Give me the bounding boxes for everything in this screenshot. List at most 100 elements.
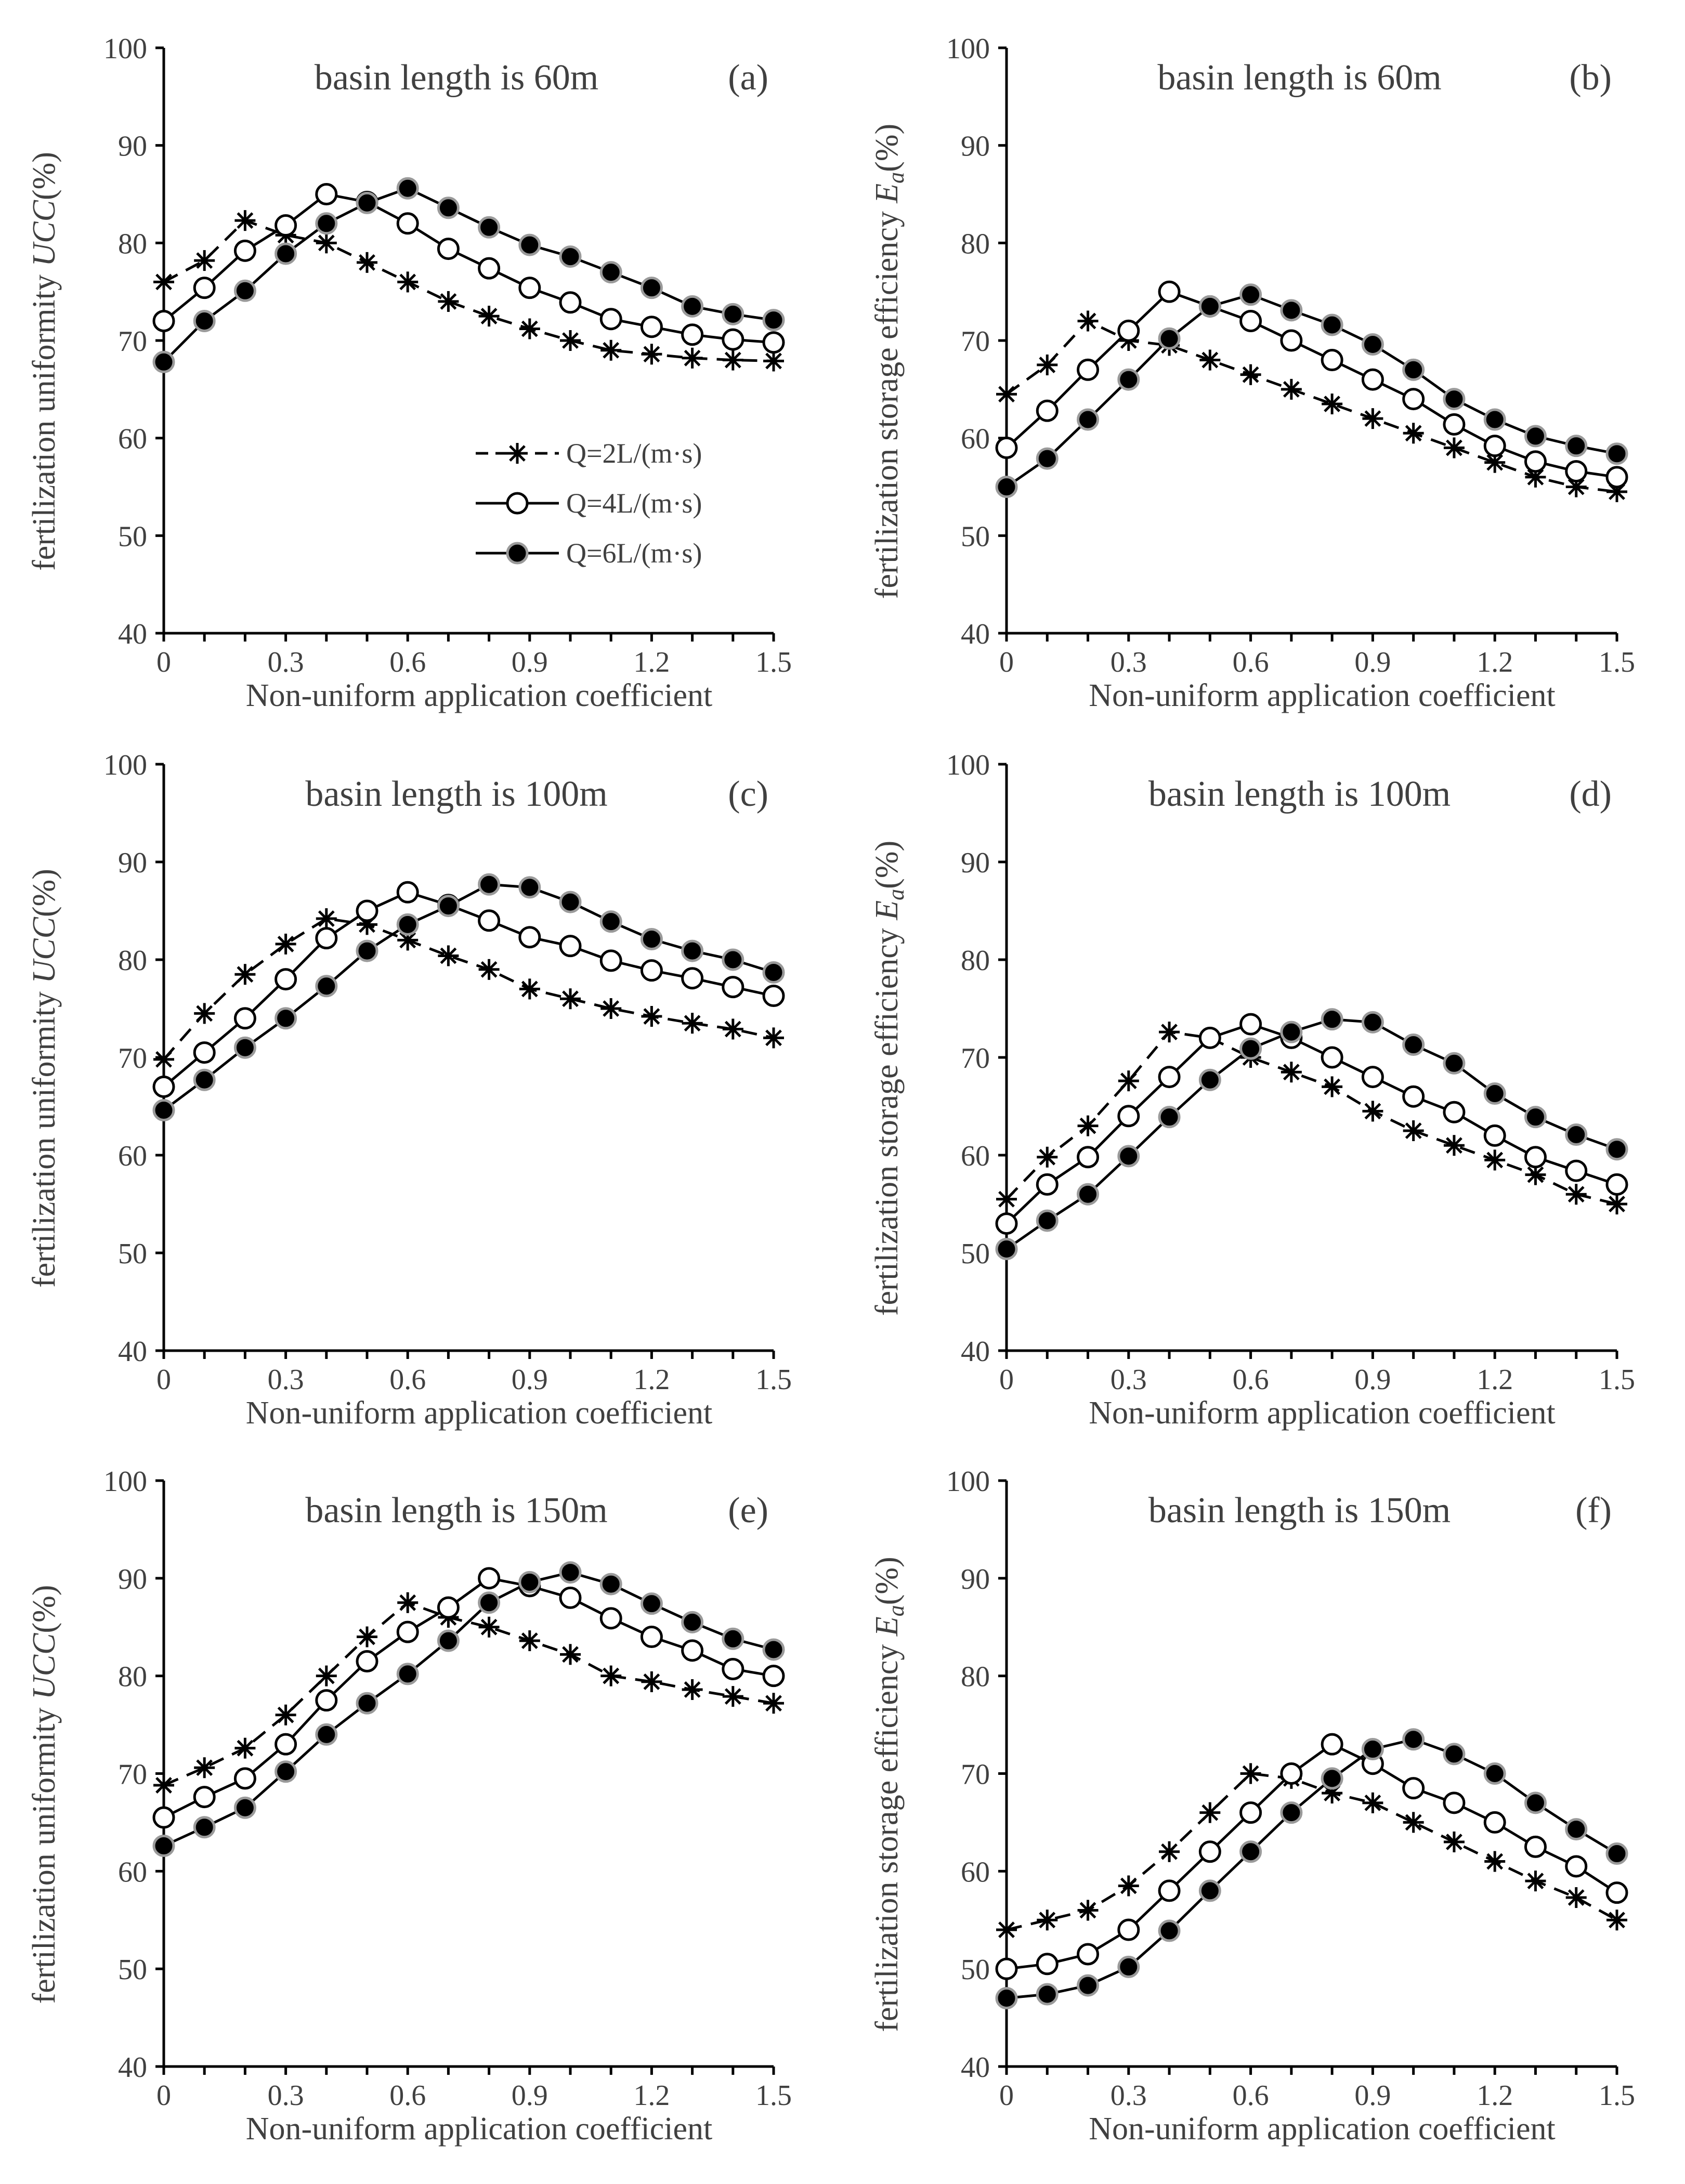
data-point bbox=[193, 1786, 216, 1809]
data-point bbox=[722, 1627, 744, 1650]
data-point bbox=[996, 1188, 1017, 1210]
y-tick-label: 70 bbox=[961, 1759, 990, 1791]
data-point bbox=[1158, 327, 1181, 350]
x-tick-label: 0.3 bbox=[1111, 646, 1147, 678]
data-point bbox=[1605, 466, 1628, 489]
chart-panel-c: 40 50 60 70 80 90 100 0 0.3 0.6 0.9 1.2 1.5 Non-unifo… bbox=[27, 749, 792, 1431]
y-tick-label: 90 bbox=[118, 1563, 147, 1596]
series-3 bbox=[152, 1561, 785, 1857]
data-point bbox=[1402, 1085, 1425, 1108]
data-point bbox=[356, 191, 378, 214]
x-tick-label: 0.3 bbox=[268, 646, 304, 678]
data-point bbox=[763, 1027, 784, 1049]
data-point bbox=[193, 309, 216, 332]
series-2 bbox=[995, 1733, 1628, 1980]
data-point bbox=[599, 261, 622, 284]
data-point bbox=[559, 245, 582, 268]
y-tick-label: 40 bbox=[118, 618, 147, 650]
data-point bbox=[1443, 1101, 1466, 1123]
x-tick-label: 0.3 bbox=[268, 1364, 304, 1396]
y-tick-label: 70 bbox=[961, 1042, 990, 1075]
data-point bbox=[193, 1068, 216, 1091]
data-point bbox=[762, 1665, 785, 1688]
data-point bbox=[1443, 388, 1466, 411]
series-line bbox=[1005, 290, 1617, 479]
data-point bbox=[1524, 1106, 1547, 1129]
y-tick-label: 90 bbox=[961, 847, 990, 879]
series-line bbox=[163, 219, 774, 362]
x-tick-label: 1.5 bbox=[1599, 2080, 1635, 2112]
data-point bbox=[437, 895, 460, 918]
data-point bbox=[681, 323, 704, 346]
data-point bbox=[559, 1561, 582, 1584]
series-3 bbox=[152, 177, 785, 373]
x-tick-label: 0.9 bbox=[1354, 1364, 1391, 1396]
y-tick-label: 80 bbox=[961, 945, 990, 977]
data-point bbox=[722, 976, 744, 999]
data-point bbox=[356, 1650, 378, 1672]
data-point bbox=[763, 1693, 784, 1714]
data-point bbox=[1443, 1791, 1466, 1814]
data-point bbox=[1565, 1818, 1588, 1841]
data-point bbox=[1402, 358, 1425, 381]
y-tick-label: 40 bbox=[961, 1336, 990, 1368]
data-point bbox=[1199, 1802, 1221, 1823]
data-point bbox=[1361, 1738, 1384, 1761]
data-point bbox=[1077, 408, 1100, 431]
data-point bbox=[233, 1796, 256, 1819]
series-2 bbox=[152, 183, 785, 354]
chart-panel-b: 40 50 60 70 80 90 100 0 0.3 0.6 0.9 1.2 1.5 Non-unifo… bbox=[869, 33, 1635, 713]
y-tick-label: 100 bbox=[103, 33, 147, 65]
data-point bbox=[478, 216, 501, 239]
y-axis-title: fertilization storage efficiency Ea(%) bbox=[869, 1557, 909, 2032]
data-point bbox=[315, 1723, 338, 1746]
series-line bbox=[163, 192, 774, 344]
y-axis-title-text: fertilization uniformity bbox=[27, 267, 62, 571]
data-point bbox=[1403, 1120, 1424, 1141]
data-point bbox=[1605, 1173, 1628, 1196]
data-point bbox=[357, 252, 377, 273]
x-tick-label: 0 bbox=[999, 1364, 1014, 1396]
data-point bbox=[1077, 1146, 1100, 1169]
series-line bbox=[163, 1601, 774, 1787]
y-tick-label: 100 bbox=[103, 1466, 147, 1498]
y-axis-title-text: fertilization uniformity bbox=[27, 1699, 62, 2004]
y-tick-label: 70 bbox=[118, 1759, 147, 1791]
y-axis-title-unit: (%) bbox=[27, 152, 62, 200]
data-point bbox=[1605, 1881, 1628, 1904]
data-point bbox=[1239, 1840, 1262, 1863]
data-point bbox=[438, 945, 459, 966]
x-tick-label: 0.6 bbox=[1233, 1364, 1269, 1396]
data-point bbox=[396, 913, 419, 936]
x-tick-label: 1.5 bbox=[755, 1364, 792, 1396]
data-point bbox=[1483, 1124, 1506, 1147]
data-point bbox=[519, 318, 540, 339]
y-axis-title-symbol: E bbox=[869, 1616, 905, 1637]
series-line bbox=[163, 917, 774, 1061]
data-point bbox=[996, 384, 1017, 405]
panel-title: basin length is 60m bbox=[315, 58, 598, 98]
panel-tag: (b) bbox=[1569, 58, 1612, 98]
data-point bbox=[1321, 1008, 1343, 1031]
data-point bbox=[233, 1767, 256, 1790]
data-point bbox=[1483, 408, 1506, 431]
y-tick-label: 50 bbox=[118, 1238, 147, 1270]
x-tick-label: 1.5 bbox=[1599, 646, 1635, 678]
y-tick-label: 60 bbox=[961, 1140, 990, 1172]
legend-marker bbox=[506, 492, 529, 515]
data-point bbox=[641, 1006, 662, 1027]
y-tick-label: 100 bbox=[946, 33, 990, 65]
data-point bbox=[518, 233, 541, 256]
y-axis-title: fertilization uniformity UCC(%) bbox=[27, 152, 62, 571]
data-point bbox=[357, 1626, 377, 1647]
data-point bbox=[640, 1626, 663, 1649]
y-tick-label: 60 bbox=[118, 1140, 147, 1172]
panel-title: basin length is 100m bbox=[305, 774, 607, 814]
data-point bbox=[599, 910, 622, 933]
legend-item-1: Q=2L/(m·s) bbox=[476, 438, 702, 469]
data-point bbox=[1321, 349, 1343, 372]
y-tick-label: 50 bbox=[961, 1954, 990, 1986]
y-axis-title-subscript: a bbox=[883, 889, 909, 900]
y-tick-label: 70 bbox=[961, 325, 990, 358]
data-point bbox=[1565, 1159, 1588, 1182]
